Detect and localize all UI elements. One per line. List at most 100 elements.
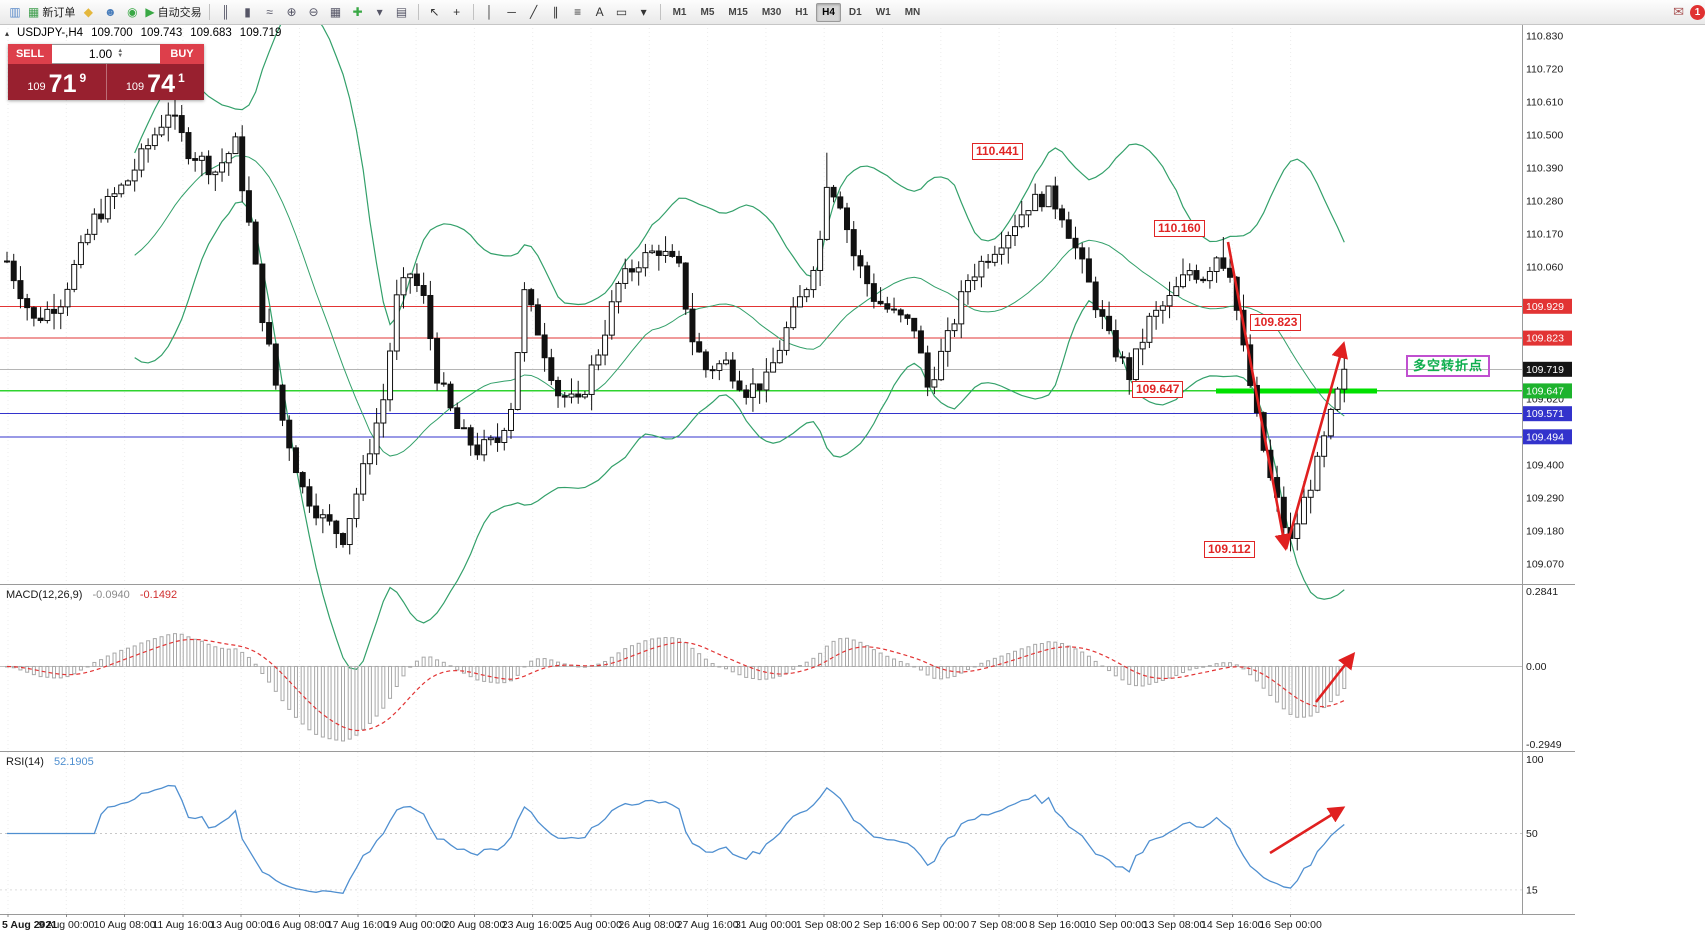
time-axis-label: 20 Aug 08:00 xyxy=(443,919,505,931)
candle xyxy=(991,253,998,263)
text-icon[interactable]: A xyxy=(589,2,611,22)
macd-bar xyxy=(1053,641,1058,667)
macd-bar xyxy=(240,651,245,667)
price-tag-109.823 xyxy=(1523,330,1572,346)
annotation-price-109823[interactable]: 109.823 xyxy=(1250,314,1302,331)
candle xyxy=(219,162,226,173)
candle xyxy=(1072,237,1079,249)
candlestick-chart-icon[interactable]: ▮ xyxy=(237,2,259,22)
candle xyxy=(850,229,857,257)
price-axis-label: 109.400 xyxy=(1526,460,1564,472)
time-axis-label: 26 Aug 08:00 xyxy=(618,919,680,931)
candle xyxy=(1079,247,1086,260)
new-order-button[interactable]: ▦ 新订单 xyxy=(26,2,77,22)
annotation-price-109647[interactable]: 109.647 xyxy=(1132,381,1184,398)
rally-arrow xyxy=(1284,341,1348,550)
timeframe-mn-button[interactable]: MN xyxy=(904,6,921,18)
macd-title: MACD(12,26,9) xyxy=(6,589,83,601)
fibonacci-icon[interactable]: ≡ xyxy=(567,2,589,22)
macd-bar xyxy=(495,665,500,684)
volume-spinner[interactable]: ▲ ▼ xyxy=(117,48,124,59)
crosshair-icon[interactable]: + xyxy=(446,2,468,22)
chart-window-icon[interactable]: ▥ xyxy=(4,2,26,22)
annotation-price-110441[interactable]: 110.441 xyxy=(972,143,1023,160)
scripts-icon[interactable]: ◉ xyxy=(121,2,143,22)
macd-window-label: MACD(12,26,9) -0.0940 -0.1492 xyxy=(6,589,177,601)
macd-panel[interactable] xyxy=(0,633,1522,742)
annotation-price-109112[interactable]: 109.112 xyxy=(1204,541,1255,558)
label-icon[interactable]: ▭ xyxy=(611,2,633,22)
buy-tab[interactable]: BUY xyxy=(160,44,204,64)
bar-chart-icon[interactable]: ║ xyxy=(215,2,237,22)
rsi-panel[interactable] xyxy=(0,784,1522,895)
macd-bar xyxy=(1234,664,1239,667)
candle xyxy=(145,145,152,150)
volume-input[interactable]: 1.00 ▲ ▼ xyxy=(52,44,160,64)
candle xyxy=(1206,270,1213,282)
vertical-line-icon[interactable]: │ xyxy=(479,2,501,22)
price-tag-109.929 xyxy=(1523,298,1572,314)
candle xyxy=(622,268,629,284)
zoom-out-icon[interactable]: ⊖ xyxy=(303,2,325,22)
macd-bar xyxy=(1335,665,1340,696)
macd-bar xyxy=(1181,665,1185,674)
templates-icon[interactable]: ▤ xyxy=(391,2,413,22)
macd-bar xyxy=(1039,643,1044,667)
timeframe-h4-button[interactable]: H4 xyxy=(816,2,841,22)
timeframe-w1-button[interactable]: W1 xyxy=(875,6,891,18)
price-tag-109.647 xyxy=(1523,383,1572,399)
horizontal-level-lines[interactable] xyxy=(0,305,1522,438)
buy-price-button[interactable]: 109 74 1 xyxy=(107,64,205,100)
cursor-icon[interactable]: ↖ xyxy=(424,2,446,22)
notification-badge[interactable]: 1 xyxy=(1690,4,1705,20)
timeframe-m1-button[interactable]: M1 xyxy=(672,6,687,18)
volume-down-icon[interactable]: ▼ xyxy=(117,53,124,59)
autotrading-button[interactable]: ▶ 自动交易 xyxy=(143,2,203,22)
timeframe-m15-button[interactable]: M15 xyxy=(728,6,748,18)
candle xyxy=(1300,496,1307,525)
trend-arrows[interactable] xyxy=(1226,241,1356,855)
turning-point-label[interactable]: 多空转折点 xyxy=(1406,355,1491,377)
rsi-line xyxy=(7,784,1345,895)
candles-layer[interactable] xyxy=(4,99,1348,555)
time-axis-label: 2 Sep 16:00 xyxy=(854,919,911,931)
candle xyxy=(736,380,743,391)
profiles-icon[interactable]: ☻ xyxy=(99,2,121,22)
shapes-dropdown-icon[interactable]: ▾ xyxy=(633,2,655,22)
timeframe-m30-button[interactable]: M30 xyxy=(761,6,782,18)
candle xyxy=(460,427,467,430)
candle xyxy=(877,300,884,305)
macd-signal-value: -0.1492 xyxy=(139,589,178,601)
price-axis[interactable]: 110.830 110.720 110.610 110.500 110.390 110.2… xyxy=(1523,31,1572,897)
zoom-in-icon[interactable]: ⊕ xyxy=(281,2,303,22)
candle xyxy=(723,359,730,365)
sell-tab[interactable]: SELL xyxy=(8,44,52,64)
mail-icon[interactable]: ✉ xyxy=(1673,4,1684,19)
channel-icon[interactable]: ∥ xyxy=(545,2,567,22)
macd-bar xyxy=(878,652,883,667)
macd-bar xyxy=(193,638,198,667)
line-chart-icon[interactable]: ≈ xyxy=(259,2,281,22)
sell-price-button[interactable]: 109 71 9 xyxy=(8,64,107,100)
timeframe-d1-button[interactable]: D1 xyxy=(848,6,862,18)
periods-dropdown-icon[interactable]: ▾ xyxy=(369,2,391,22)
timeframe-h1-button[interactable]: H1 xyxy=(795,6,809,18)
volume-up-icon[interactable]: ▲ xyxy=(117,48,124,54)
indicators-icon[interactable]: ✚ xyxy=(347,2,369,22)
annotation-price-110160[interactable]: 110.160 xyxy=(1154,220,1205,237)
favorites-icon[interactable]: ◆ xyxy=(77,2,99,22)
trendline-icon[interactable]: ╱ xyxy=(523,2,545,22)
macd-bar xyxy=(220,647,225,667)
horizontal-line-icon[interactable]: ─ xyxy=(501,2,523,22)
macd-bar xyxy=(408,665,413,668)
tile-windows-icon[interactable]: ▦ xyxy=(325,2,347,22)
timeframe-m5-button[interactable]: M5 xyxy=(700,6,715,18)
symbol-label: USDJPY-,H4 xyxy=(17,27,84,39)
candle xyxy=(279,384,286,421)
time-axis-label: 10 Sep 00:00 xyxy=(1084,919,1147,931)
macd-bar xyxy=(320,665,325,738)
price-tag-value: 109.823 xyxy=(1526,333,1564,345)
one-click-collapse-icon[interactable]: ▴ xyxy=(5,29,10,38)
